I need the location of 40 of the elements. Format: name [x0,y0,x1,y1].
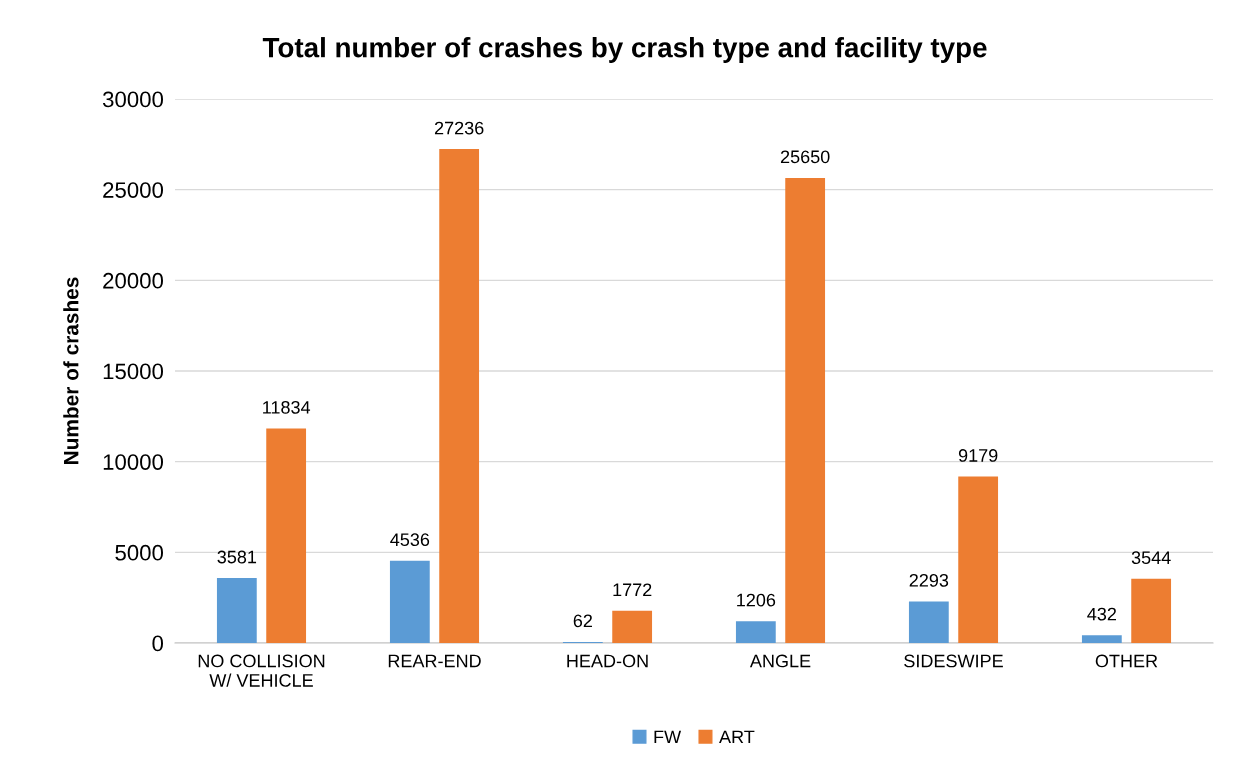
y-tick-label: 20000 [103,272,164,289]
data-label: 1772 [613,583,652,597]
legend-label: ART [719,730,755,744]
x-tick-label: HEAD-ON [567,654,648,668]
data-label: 3544 [1131,551,1171,565]
y-tick-label: 15000 [103,363,164,380]
data-label: 11834 [263,400,311,414]
y-tick-label: 10000 [103,454,164,470]
data-label: 27236 [434,121,484,135]
bar [439,149,480,643]
x-tick-label: NO COLLISION W/ VEHICLE [198,654,325,687]
y-axis-title: Number of crashes [63,277,79,464]
data-label: 432 [1087,607,1116,621]
bar [908,601,949,643]
data-label: 4536 [390,533,430,547]
y-tick-label: 0 [152,635,164,652]
data-label: 9179 [958,449,998,462]
bar [1131,578,1172,643]
bar [785,177,826,643]
x-tick-label: ANGLE [749,654,811,668]
bar [735,621,776,643]
chart-title: Total number of crashes by crash type and facility type [262,37,987,63]
y-tick-label: 25000 [103,182,164,198]
data-label: 1206 [737,593,776,607]
data-label: 2293 [909,573,949,587]
bar [216,578,257,643]
data-label: 3581 [217,550,257,564]
bar [266,428,307,643]
x-tick-label: REAR-END [388,654,481,668]
x-tick-label: SIDESWIPE [904,654,1003,668]
data-label: 25650 [780,150,830,164]
y-tick-label: 5000 [115,544,164,561]
bar [1081,635,1122,643]
legend-label: FW [654,730,682,744]
bar [958,476,999,643]
x-tick-label: OTHER [1095,654,1158,668]
bar [389,560,430,643]
data-label: 62 [573,614,592,628]
bar [612,610,653,643]
y-tick-label: 30000 [102,91,164,108]
